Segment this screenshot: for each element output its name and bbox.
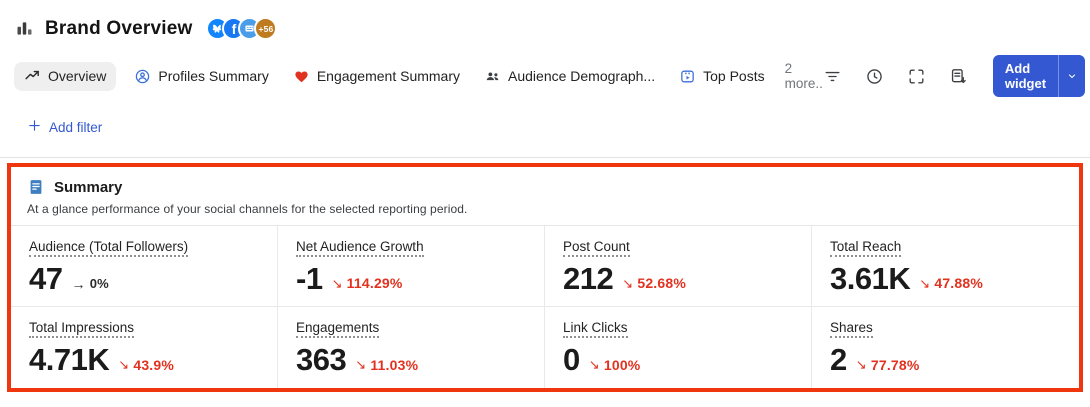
metric-delta-value: 43.9%: [133, 356, 175, 373]
tab-label: Overview: [48, 68, 107, 84]
add-filter-label: Add filter: [49, 119, 103, 135]
metric-shares: Shares 2 ↘ 77.78%: [812, 307, 1079, 387]
metric-delta-value: 47.88%: [934, 275, 984, 292]
video-post-icon: [679, 68, 696, 85]
metric-delta: → 0%: [71, 276, 108, 293]
metric-delta-value: 11.03%: [370, 356, 419, 373]
metric-value: 363: [296, 342, 347, 378]
tab-label: Engagement Summary: [316, 68, 461, 84]
export-report-icon[interactable]: [949, 67, 968, 86]
more-tabs-link[interactable]: 2 more..: [784, 61, 823, 91]
metric-delta-value: 0%: [89, 276, 109, 292]
add-filter-button[interactable]: Add filter: [0, 97, 116, 136]
people-group-icon: [484, 68, 501, 85]
metric-audience-total-followers: Audience (Total Followers) 47 → 0%: [11, 226, 278, 308]
metric-value: 2: [830, 342, 847, 378]
metric-value: 3.61K: [830, 261, 911, 296]
tab-top-posts[interactable]: Top Posts: [679, 68, 765, 85]
add-widget-button[interactable]: Add widget: [992, 55, 1086, 97]
metric-delta: ↘ 43.9%: [118, 357, 174, 375]
metric-value: 47: [29, 261, 63, 296]
metric-value: 4.71K: [29, 342, 110, 378]
metric-delta: ↘ 100%: [589, 357, 641, 375]
report-toolbar: Add widget: [823, 55, 1086, 97]
metric-delta: ↘ 114.29%: [332, 275, 403, 293]
metric-label[interactable]: Net Audience Growth: [296, 239, 424, 257]
metric-value: -1: [296, 261, 323, 296]
tab-engagement-summary[interactable]: Engagement Summary: [293, 68, 460, 85]
metric-link-clicks: Link Clicks 0 ↘ 100%: [545, 307, 812, 388]
metric-label[interactable]: Engagements: [296, 320, 380, 339]
metric-net-audience-growth: Net Audience Growth -1 ↘ 114.29%: [278, 226, 545, 308]
page-header: Brand Overview f +56: [0, 0, 1090, 40]
bar-chart-icon: [14, 18, 35, 39]
metric-value: 0: [563, 342, 580, 378]
down-arrow-icon: ↘: [588, 357, 600, 373]
clock-icon[interactable]: [865, 67, 884, 86]
connected-profiles[interactable]: f +56: [206, 17, 278, 40]
metric-engagements: Engagements 363 ↘ 11.03%: [278, 307, 545, 388]
down-arrow-icon: ↘: [855, 357, 867, 373]
metric-delta-value: 100%: [603, 356, 641, 373]
metric-post-count: Post Count 212 ↘ 52.68%: [545, 226, 812, 308]
document-icon: [27, 178, 45, 196]
summary-metrics-grid: Audience (Total Followers) 47 → 0% Net Au…: [11, 226, 1079, 388]
metric-delta: ↘ 47.88%: [919, 275, 983, 293]
metric-label[interactable]: Shares: [830, 320, 873, 339]
profiles-overflow-badge[interactable]: +56: [254, 17, 278, 40]
tab-profiles-summary[interactable]: Profiles Summary: [134, 68, 269, 85]
metric-label[interactable]: Total Reach: [830, 239, 902, 257]
summary-subtitle: At a glance performance of your social c…: [27, 202, 468, 216]
report-tab-bar: Overview Profiles Summary Engagement Sum…: [0, 40, 1090, 97]
down-arrow-icon: ↘: [622, 275, 634, 291]
metric-delta: ↘ 77.78%: [856, 357, 920, 375]
plus-icon: [27, 118, 42, 136]
metric-delta: ↘ 11.03%: [355, 357, 418, 375]
tab-label: Top Posts: [703, 68, 765, 84]
fullscreen-icon[interactable]: [907, 67, 926, 86]
metric-label[interactable]: Total Impressions: [29, 320, 135, 339]
heart-icon: [293, 68, 310, 85]
metric-delta-value: 52.68%: [637, 275, 687, 292]
down-arrow-icon: ↘: [919, 275, 931, 291]
summary-widget: Summary At a glance performance of your …: [7, 163, 1083, 392]
metric-label[interactable]: Link Clicks: [563, 320, 628, 339]
down-arrow-icon: ↘: [355, 357, 367, 373]
metric-label[interactable]: Post Count: [563, 239, 630, 257]
trend-icon: [24, 68, 41, 85]
down-arrow-icon: ↘: [331, 275, 343, 291]
tab-audience-demographics[interactable]: Audience Demograph...: [484, 68, 655, 85]
metric-label[interactable]: Audience (Total Followers): [29, 239, 189, 257]
down-arrow-icon: ↘: [118, 357, 130, 373]
metric-total-impressions: Total Impressions 4.71K ↘ 43.9%: [11, 307, 278, 388]
tab-overview[interactable]: Overview: [14, 61, 117, 91]
section-divider: [0, 157, 1090, 158]
metric-delta-value: 77.78%: [870, 356, 920, 373]
metric-delta: ↘ 52.68%: [622, 275, 686, 293]
summary-title: Summary: [54, 178, 123, 196]
summary-header: Summary At a glance performance of your …: [11, 167, 1079, 226]
add-widget-dropdown[interactable]: [1058, 55, 1085, 97]
flat-arrow-icon: →: [71, 275, 86, 292]
metric-delta-value: 114.29%: [346, 275, 403, 292]
person-circle-icon: [134, 68, 151, 85]
tab-label: Profiles Summary: [158, 68, 269, 84]
metric-value: 212: [563, 261, 614, 296]
add-widget-label[interactable]: Add widget: [1004, 61, 1047, 91]
filter-icon[interactable]: [823, 67, 842, 86]
metric-total-reach: Total Reach 3.61K ↘ 47.88%: [812, 226, 1079, 308]
page-title: Brand Overview: [45, 17, 193, 39]
tab-label: Audience Demograph...: [508, 68, 656, 84]
